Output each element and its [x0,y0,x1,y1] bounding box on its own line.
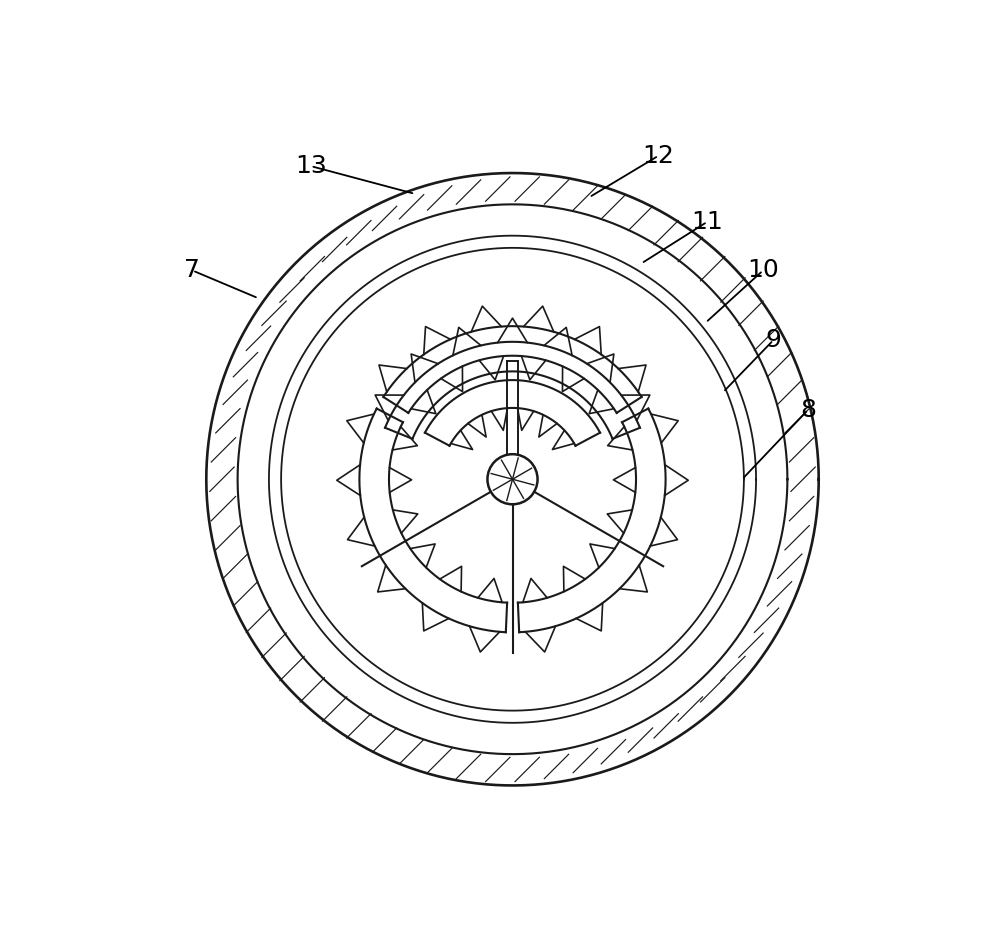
Text: 13: 13 [295,154,327,178]
Circle shape [487,455,538,504]
Text: 10: 10 [747,258,779,283]
Text: 9: 9 [766,328,781,352]
Text: 8: 8 [800,398,816,421]
Text: 12: 12 [643,143,675,168]
Text: 11: 11 [691,210,723,233]
Text: 7: 7 [184,258,200,283]
